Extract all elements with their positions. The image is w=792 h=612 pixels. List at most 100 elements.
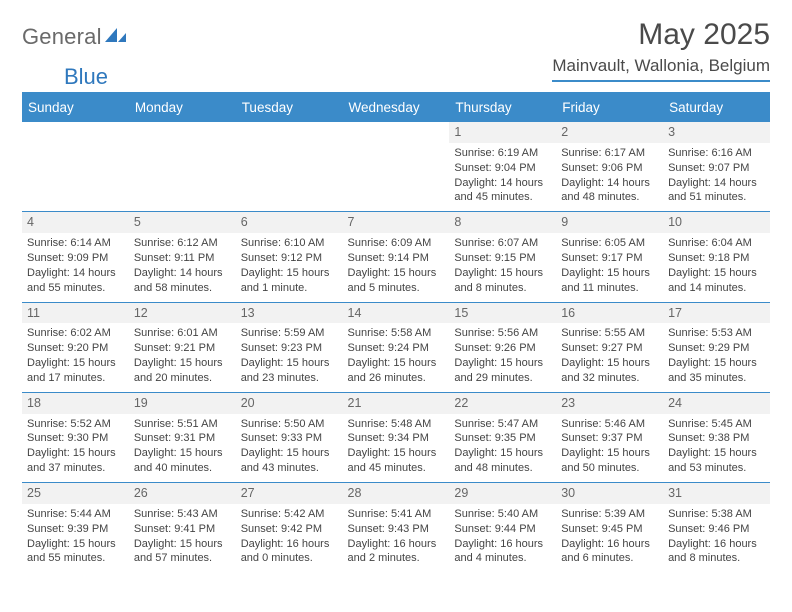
calendar-week-row: 4Sunrise: 6:14 AMSunset: 9:09 PMDaylight… (22, 212, 770, 302)
daylight-line: Daylight: 15 hours and 43 minutes. (241, 446, 338, 476)
day-number: 26 (129, 483, 236, 504)
sunset-line: Sunset: 9:31 PM (134, 431, 231, 446)
calendar-day-cell: 12Sunrise: 6:01 AMSunset: 9:21 PMDayligh… (129, 302, 236, 392)
logo-text-2: Blue (64, 64, 108, 89)
sunrise-line: Sunrise: 5:42 AM (241, 507, 338, 522)
sunrise-line: Sunrise: 5:47 AM (454, 417, 551, 432)
sunset-line: Sunset: 9:44 PM (454, 522, 551, 537)
day-number: 17 (663, 303, 770, 324)
daylight-line: Daylight: 15 hours and 35 minutes. (668, 356, 765, 386)
sunset-line: Sunset: 9:26 PM (454, 341, 551, 356)
calendar-day-cell: 1Sunrise: 6:19 AMSunset: 9:04 PMDaylight… (449, 122, 556, 212)
calendar-week-row: 1Sunrise: 6:19 AMSunset: 9:04 PMDaylight… (22, 122, 770, 212)
sunset-line: Sunset: 9:34 PM (348, 431, 445, 446)
daylight-line: Daylight: 15 hours and 29 minutes. (454, 356, 551, 386)
calendar-day-cell: 31Sunrise: 5:38 AMSunset: 9:46 PMDayligh… (663, 483, 770, 573)
sunset-line: Sunset: 9:06 PM (561, 161, 658, 176)
calendar-day-cell: 6Sunrise: 6:10 AMSunset: 9:12 PMDaylight… (236, 212, 343, 302)
daylight-line: Daylight: 15 hours and 50 minutes. (561, 446, 658, 476)
daylight-line: Daylight: 15 hours and 23 minutes. (241, 356, 338, 386)
sunrise-line: Sunrise: 5:55 AM (561, 326, 658, 341)
day-number: 24 (663, 393, 770, 414)
calendar-day-cell: 14Sunrise: 5:58 AMSunset: 9:24 PMDayligh… (343, 302, 450, 392)
daylight-line: Daylight: 14 hours and 51 minutes. (668, 176, 765, 206)
sunrise-line: Sunrise: 5:51 AM (134, 417, 231, 432)
sunset-line: Sunset: 9:18 PM (668, 251, 765, 266)
weekday-header: Sunday (22, 94, 129, 122)
triangle-icon (105, 26, 127, 49)
calendar-day-cell: 4Sunrise: 6:14 AMSunset: 9:09 PMDaylight… (22, 212, 129, 302)
calendar-body: 1Sunrise: 6:19 AMSunset: 9:04 PMDaylight… (22, 122, 770, 573)
daylight-line: Daylight: 15 hours and 14 minutes. (668, 266, 765, 296)
day-number: 30 (556, 483, 663, 504)
sunrise-line: Sunrise: 6:14 AM (27, 236, 124, 251)
sunrise-line: Sunrise: 5:43 AM (134, 507, 231, 522)
calendar-day-cell: 19Sunrise: 5:51 AMSunset: 9:31 PMDayligh… (129, 392, 236, 482)
day-number: 20 (236, 393, 343, 414)
weekday-header: Thursday (449, 94, 556, 122)
daylight-line: Daylight: 15 hours and 26 minutes. (348, 356, 445, 386)
calendar-day-cell: 24Sunrise: 5:45 AMSunset: 9:38 PMDayligh… (663, 392, 770, 482)
daylight-line: Daylight: 15 hours and 20 minutes. (134, 356, 231, 386)
daylight-line: Daylight: 15 hours and 45 minutes. (348, 446, 445, 476)
daylight-line: Daylight: 15 hours and 17 minutes. (27, 356, 124, 386)
day-number: 3 (663, 122, 770, 143)
calendar-day-cell: 9Sunrise: 6:05 AMSunset: 9:17 PMDaylight… (556, 212, 663, 302)
daylight-line: Daylight: 16 hours and 6 minutes. (561, 537, 658, 567)
calendar-day-cell: 21Sunrise: 5:48 AMSunset: 9:34 PMDayligh… (343, 392, 450, 482)
sunrise-line: Sunrise: 6:01 AM (134, 326, 231, 341)
sunrise-line: Sunrise: 6:09 AM (348, 236, 445, 251)
calendar-day-cell: 7 Sunrise: 6:09 AMSunset: 9:14 PMDaylight… (343, 212, 450, 302)
sunset-line: Sunset: 9:38 PM (668, 431, 765, 446)
sunset-line: Sunset: 9:45 PM (561, 522, 658, 537)
daylight-line: Daylight: 15 hours and 37 minutes. (27, 446, 124, 476)
calendar-day-cell: 15 Sunrise: 5:56 AMSunset: 9:26 PMDayligh… (449, 302, 556, 392)
calendar-day-cell: 16Sunrise: 5:55 AMSunset: 9:27 PMDayligh… (556, 302, 663, 392)
day-number: 12 (129, 303, 236, 324)
day-number: 7 (343, 212, 450, 233)
day-number: 6 (236, 212, 343, 233)
logo-text-1: General (22, 24, 102, 50)
calendar-week-row: 25Sunrise: 5:44 AMSunset: 9:39 PMDayligh… (22, 483, 770, 573)
calendar-empty-cell (22, 122, 129, 212)
calendar-day-cell: 26Sunrise: 5:43 AMSunset: 9:41 PMDayligh… (129, 483, 236, 573)
calendar-day-cell: 3Sunrise: 6:16 AMSunset: 9:07 PMDaylight… (663, 122, 770, 212)
sunrise-line: Sunrise: 5:39 AM (561, 507, 658, 522)
calendar-day-cell: 27Sunrise: 5:42 AMSunset: 9:42 PMDayligh… (236, 483, 343, 573)
day-number: 5 (129, 212, 236, 233)
sunset-line: Sunset: 9:14 PM (348, 251, 445, 266)
day-number: 18 (22, 393, 129, 414)
daylight-line: Daylight: 15 hours and 32 minutes. (561, 356, 658, 386)
weekday-header: Wednesday (343, 94, 450, 122)
sunrise-line: Sunrise: 5:59 AM (241, 326, 338, 341)
daylight-line: Daylight: 14 hours and 48 minutes. (561, 176, 658, 206)
calendar-day-cell: 5Sunrise: 6:12 AMSunset: 9:11 PMDaylight… (129, 212, 236, 302)
day-number: 21 (343, 393, 450, 414)
sunset-line: Sunset: 9:15 PM (454, 251, 551, 266)
daylight-line: Daylight: 15 hours and 11 minutes. (561, 266, 658, 296)
sunset-line: Sunset: 9:46 PM (668, 522, 765, 537)
sunrise-line: Sunrise: 5:41 AM (348, 507, 445, 522)
sunrise-line: Sunrise: 5:52 AM (27, 417, 124, 432)
sunset-line: Sunset: 9:07 PM (668, 161, 765, 176)
sunset-line: Sunset: 9:43 PM (348, 522, 445, 537)
sunset-line: Sunset: 9:37 PM (561, 431, 658, 446)
day-number: 15 (449, 303, 556, 324)
daylight-line: Daylight: 15 hours and 55 minutes. (27, 537, 124, 567)
day-number: 10 (663, 212, 770, 233)
day-number: 1 (449, 122, 556, 143)
sunset-line: Sunset: 9:29 PM (668, 341, 765, 356)
daylight-line: Daylight: 15 hours and 57 minutes. (134, 537, 231, 567)
sunrise-line: Sunrise: 5:56 AM (454, 326, 551, 341)
daylight-line: Daylight: 15 hours and 5 minutes. (348, 266, 445, 296)
daylight-line: Daylight: 14 hours and 58 minutes. (134, 266, 231, 296)
day-number: 11 (22, 303, 129, 324)
calendar-day-cell: 22Sunrise: 5:47 AMSunset: 9:35 PMDayligh… (449, 392, 556, 482)
sunrise-line: Sunrise: 6:12 AM (134, 236, 231, 251)
sunrise-line: Sunrise: 5:45 AM (668, 417, 765, 432)
daylight-line: Daylight: 16 hours and 4 minutes. (454, 537, 551, 567)
sunrise-line: Sunrise: 6:19 AM (454, 146, 551, 161)
calendar-day-cell: 17Sunrise: 5:53 AMSunset: 9:29 PMDayligh… (663, 302, 770, 392)
calendar-day-cell: 25Sunrise: 5:44 AMSunset: 9:39 PMDayligh… (22, 483, 129, 573)
sunset-line: Sunset: 9:24 PM (348, 341, 445, 356)
